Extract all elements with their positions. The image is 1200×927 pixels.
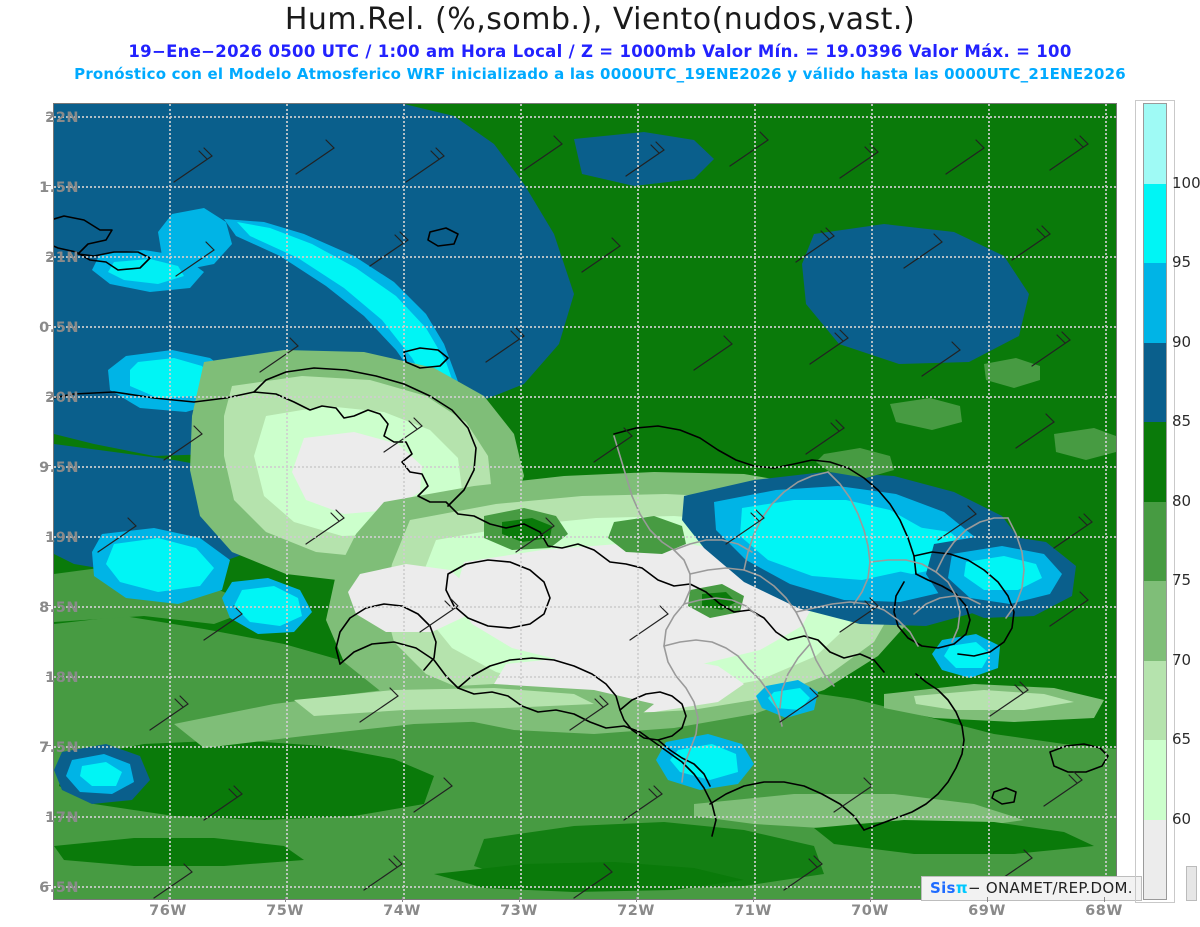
map-plot-container[interactable]: Sisπ− ONAMET/REP.DOM. [53, 103, 1142, 901]
x-tick-label: 68W [1085, 903, 1123, 919]
y-tick-mark [46, 605, 51, 606]
y-tick-mark [46, 675, 51, 676]
gridline-vertical [754, 104, 756, 899]
colorbar-band [1144, 581, 1166, 661]
gridline-horizontal [54, 396, 1116, 398]
colorbar-band [1144, 501, 1166, 581]
y-tick-mark [46, 325, 51, 326]
colorbar-band [1144, 342, 1166, 422]
x-tick-label: 71W [734, 903, 772, 919]
y-tick-mark [46, 395, 51, 396]
x-tick-mark [870, 897, 871, 902]
gridline-vertical [871, 104, 873, 899]
colorbar-band [1144, 740, 1166, 820]
logo-agency-text: − ONAMET/REP.DOM. [967, 879, 1133, 897]
gridline-vertical [403, 104, 405, 899]
gridline-vertical [637, 104, 639, 899]
y-tick-label: 17N [45, 810, 79, 826]
x-tick-mark [285, 897, 286, 902]
y-tick-label: 22N [45, 110, 79, 126]
gridline-vertical [988, 104, 990, 899]
colorbar-tick-label: 75 [1172, 571, 1192, 589]
y-tick-mark [46, 255, 51, 256]
colorbar[interactable] [1143, 103, 1167, 900]
gridline-horizontal [54, 186, 1116, 188]
colorbar-tick-label: 90 [1172, 332, 1192, 351]
map-plot-area[interactable] [53, 103, 1117, 900]
x-tick-label: 74W [383, 903, 421, 919]
y-tick-mark [46, 535, 51, 536]
colorbar-band [1144, 660, 1166, 740]
logo-sis-text: Sis [930, 879, 956, 897]
x-tick-mark [1104, 897, 1105, 902]
gridline-vertical [286, 104, 288, 899]
gridline-horizontal [54, 536, 1116, 538]
y-tick-mark [46, 885, 51, 886]
colorbar-band [1144, 183, 1166, 263]
x-tick-mark [519, 897, 520, 902]
y-tick-mark [46, 815, 51, 816]
gridline-horizontal [54, 466, 1116, 468]
gridline-vertical [169, 104, 171, 899]
colorbar-tick-label: 85 [1172, 412, 1192, 430]
x-tick-label: 70W [851, 903, 889, 919]
x-tick-label: 69W [968, 903, 1006, 919]
x-tick-label: 75W [266, 903, 304, 919]
gridline-horizontal [54, 606, 1116, 608]
x-tick-mark [168, 897, 169, 902]
colorbar-band [1144, 422, 1166, 502]
gridline-horizontal [54, 116, 1116, 118]
y-tick-mark [46, 185, 51, 186]
x-tick-label: 76W [149, 903, 187, 919]
page-title: Hum.Rel. (%,somb.), Viento(nudos,vast.) [284, 2, 916, 37]
humidity-contour-map [54, 104, 1116, 899]
x-tick-mark [402, 897, 403, 902]
x-tick-mark [987, 897, 988, 902]
y-tick-mark [46, 465, 51, 466]
colorbar-tick-label: 65 [1172, 730, 1192, 748]
y-tick-label: 20N [45, 390, 79, 406]
y-tick-label: 1.5N [39, 180, 79, 196]
gridline-horizontal [54, 886, 1116, 888]
gridline-horizontal [54, 326, 1116, 328]
subtitle-valid-time: 19−Ene−2026 0500 UTC / 1:00 am Hora Loca… [128, 42, 1072, 61]
colorbar-band [1144, 819, 1166, 899]
x-tick-label: 73W [500, 903, 538, 919]
y-tick-label: 19N [45, 530, 79, 546]
subtitle-model-info: Pronóstico con el Modelo Atmosferico WRF… [74, 65, 1126, 83]
colorbar-tick-label: 95 [1172, 253, 1192, 271]
gridline-horizontal [54, 256, 1116, 258]
gridline-vertical [1105, 104, 1107, 899]
colorbar-tick-label: 100 [1172, 173, 1200, 192]
y-tick-mark [46, 745, 51, 746]
y-tick-mark [46, 115, 51, 116]
y-tick-label: 7.5N [39, 740, 79, 756]
chart-header: Hum.Rel. (%,somb.), Viento(nudos,vast.) … [0, 0, 1200, 95]
colorbar-band [1144, 104, 1166, 184]
y-tick-label: 6.5N [39, 880, 79, 896]
onamet-logo: Sisπ− ONAMET/REP.DOM. [921, 876, 1142, 901]
y-tick-label: 18N [45, 670, 79, 686]
colorbar-tick-label: 70 [1172, 650, 1192, 669]
x-tick-mark [636, 897, 637, 902]
y-tick-label: 21N [45, 250, 79, 266]
y-tick-label: 0.5N [39, 320, 79, 336]
x-tick-label: 72W [617, 903, 655, 919]
colorbar-tick-label: 60 [1172, 809, 1192, 828]
gridline-horizontal [54, 746, 1116, 748]
scrollbar-thumb[interactable] [1186, 866, 1197, 901]
y-tick-label: 8.5N [39, 600, 79, 616]
y-tick-label: 9.5N [39, 460, 79, 476]
gridline-horizontal [54, 816, 1116, 818]
gridline-horizontal [54, 676, 1116, 678]
colorbar-tick-label: 80 [1172, 491, 1192, 510]
x-tick-mark [753, 897, 754, 902]
logo-pi-icon: π [955, 879, 968, 897]
gridline-vertical [520, 104, 522, 899]
colorbar-band [1144, 263, 1166, 343]
